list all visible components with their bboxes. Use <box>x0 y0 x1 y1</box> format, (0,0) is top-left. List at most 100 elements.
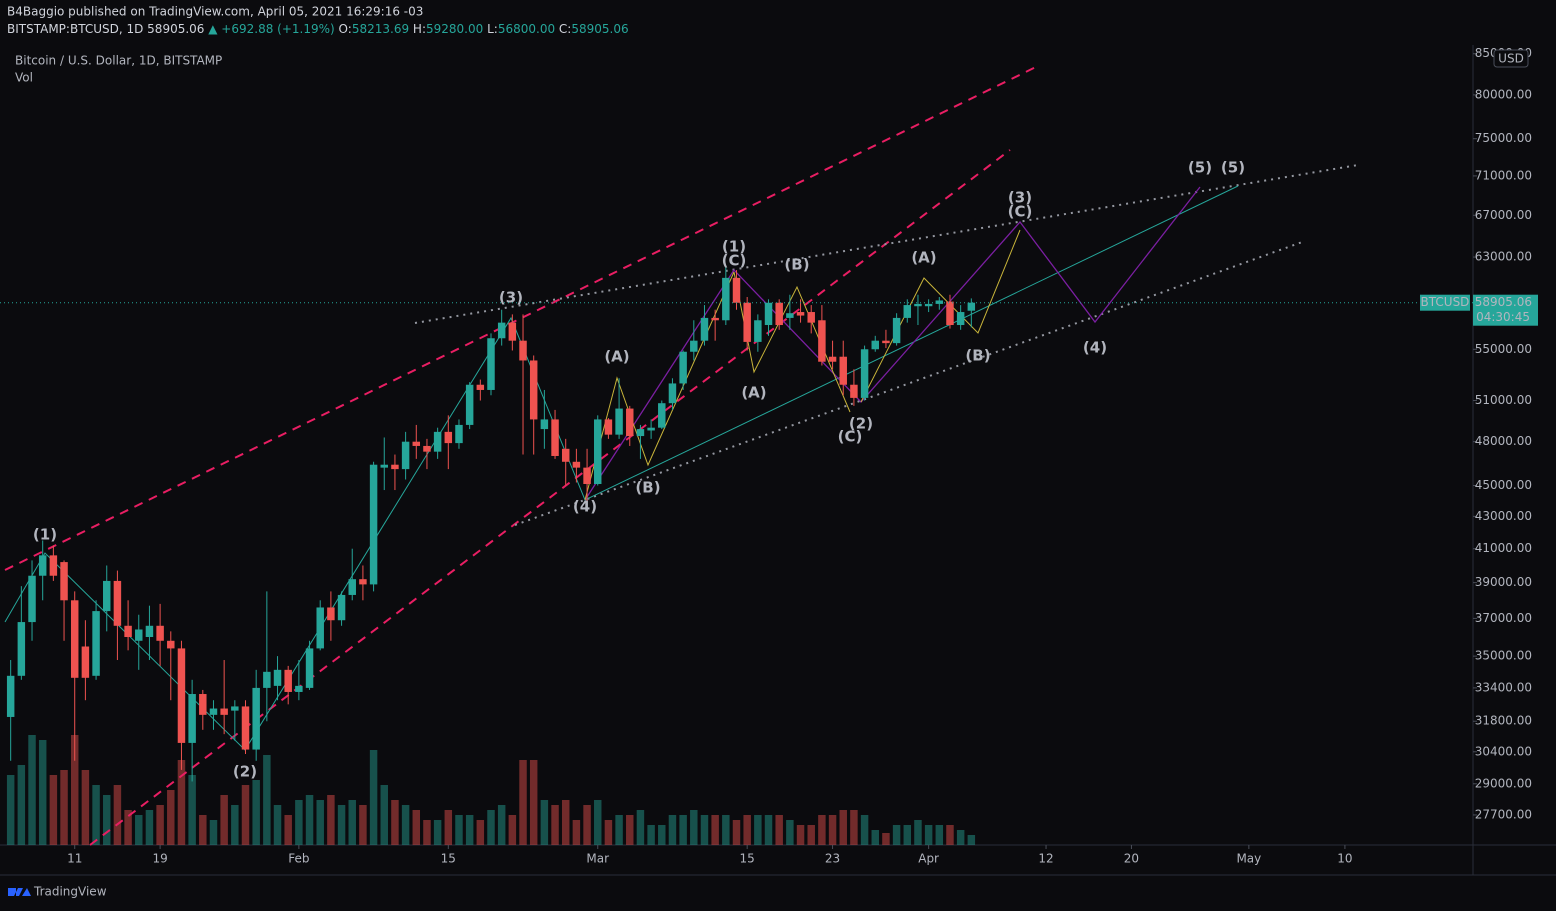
volume-bar <box>604 820 613 845</box>
candle-body <box>882 340 890 344</box>
volume-bar <box>70 735 79 845</box>
y-tick-label: 45000.00 <box>1475 478 1532 492</box>
price-tag: 58905.06 <box>1475 295 1532 309</box>
volume-bar <box>594 800 602 845</box>
candle-body <box>583 467 591 484</box>
candle-body <box>401 441 410 470</box>
candle-body <box>263 671 271 688</box>
volume-bar <box>391 800 399 845</box>
price: 58905.06 <box>147 22 204 36</box>
candle-body <box>967 302 976 311</box>
candle-body <box>700 317 709 341</box>
candle-body <box>167 640 175 649</box>
wave-label: (A) <box>604 348 629 366</box>
candle-body <box>295 685 303 692</box>
logo <box>8 888 31 896</box>
volume-bar <box>465 815 474 845</box>
y-tick-label: 41000.00 <box>1475 541 1532 555</box>
o-value: 58213.69 <box>352 22 409 36</box>
volume-bar <box>892 825 901 845</box>
candle-body <box>871 340 879 350</box>
candle-body <box>60 562 68 601</box>
candle-body <box>668 383 677 404</box>
wave-label: (2) <box>849 415 873 433</box>
x-tick-label: 11 <box>67 852 82 866</box>
candle-body <box>70 600 79 678</box>
volume-bar <box>359 805 367 845</box>
candle-body <box>135 629 143 641</box>
volume-bar <box>967 835 976 845</box>
wave-label: (2) <box>233 763 257 781</box>
volume-bar <box>487 810 495 845</box>
volume-bar <box>252 780 260 845</box>
candle-body <box>327 607 335 621</box>
volume-bar <box>231 805 239 845</box>
candle-body <box>284 669 292 692</box>
candle-body <box>956 312 965 326</box>
volume-bar <box>348 800 356 845</box>
volume-bar <box>135 815 143 845</box>
candle-body <box>38 555 47 576</box>
volume-bar <box>92 785 100 845</box>
volume-bar <box>914 820 922 845</box>
y-tick-label: 39000.00 <box>1475 575 1532 589</box>
axes: 27700.00 29000.00 30400.00 31800.00 33400.00… <box>67 46 1532 865</box>
volume-bar <box>796 825 805 845</box>
volume-bar <box>561 800 570 845</box>
volume-bar <box>188 775 196 845</box>
volume-bar <box>700 815 709 845</box>
candle-body <box>818 320 826 362</box>
y-tick-label: 51000.00 <box>1475 393 1532 407</box>
wave-label: (1) <box>722 238 746 256</box>
header-bg <box>0 0 1556 44</box>
candle-body <box>412 441 421 446</box>
y-tick-label: 75000.00 <box>1475 131 1532 145</box>
volume-bar <box>17 765 26 845</box>
candles <box>6 265 976 782</box>
o-label: O: <box>339 22 352 36</box>
c-value: 58905.06 <box>571 22 628 36</box>
candle-body <box>775 302 783 326</box>
candle-body <box>391 464 399 470</box>
wave-label: (3) <box>1008 189 1032 207</box>
x-tick-label: 23 <box>825 852 840 866</box>
candle-body <box>17 622 26 676</box>
volume-bar <box>284 815 292 845</box>
y-tick-label: 48000.00 <box>1475 434 1532 448</box>
candle-body <box>369 464 378 585</box>
volume-legend: Vol <box>15 71 33 85</box>
candle-body <box>433 431 442 452</box>
volume-bar <box>380 785 388 845</box>
price-tag-bg <box>1473 294 1538 326</box>
candle-body <box>754 320 762 342</box>
candle-body <box>113 580 122 626</box>
y-tick-label: 67000.00 <box>1475 208 1532 222</box>
volume-bar <box>6 775 15 845</box>
candle-body <box>28 575 36 623</box>
symbol-tag-bg <box>1420 294 1470 311</box>
volume-bar <box>658 825 666 845</box>
volume-bar <box>519 760 527 845</box>
l-label: L: <box>487 22 498 36</box>
volume-bar <box>337 805 346 845</box>
x-tick-label: 10 <box>1337 852 1352 866</box>
volume-bar <box>81 770 90 845</box>
candle-body <box>732 277 741 303</box>
volume-bar <box>199 815 207 845</box>
candle-body <box>850 384 858 398</box>
wave-label: (1) <box>33 526 57 544</box>
countdown: 04:30:45 <box>1476 310 1530 324</box>
volume-bar <box>433 820 442 845</box>
l-value: 56800.00 <box>498 22 555 36</box>
y-tick-label: 29000.00 <box>1475 776 1532 790</box>
volume-bar <box>935 825 944 845</box>
y-tick-label: 71000.00 <box>1475 168 1532 182</box>
volume-bar <box>529 760 538 845</box>
currency[interactable]: USD <box>1498 52 1524 66</box>
candle-body <box>690 340 698 352</box>
currency-button[interactable] <box>1493 49 1529 68</box>
y-tick-label: 30400.00 <box>1475 744 1532 758</box>
candle-body <box>188 694 196 743</box>
candle-body <box>796 312 805 316</box>
x-tick-label: 19 <box>152 852 167 866</box>
